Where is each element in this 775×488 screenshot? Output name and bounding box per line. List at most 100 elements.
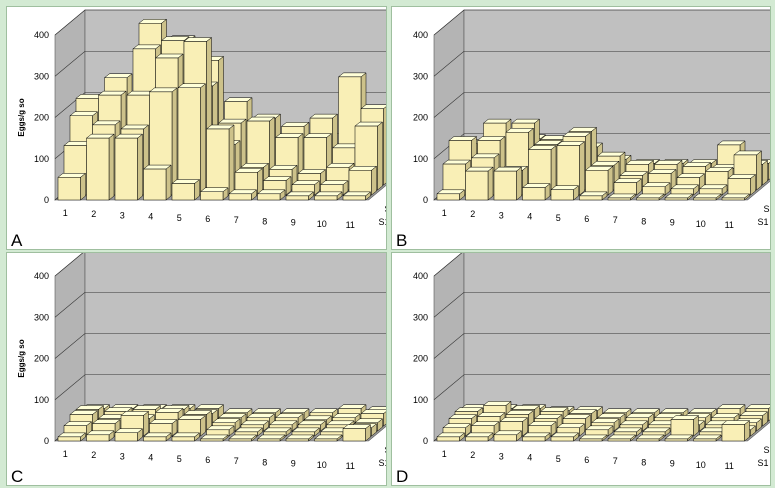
gridline [54, 50, 386, 77]
x-tick-label: 5 [556, 454, 561, 464]
depth-tick-label: S3 [764, 204, 771, 214]
bar-top [527, 145, 557, 150]
bar-top [521, 183, 551, 188]
bar-top [698, 184, 728, 190]
bar-top [142, 432, 172, 438]
x-tick-label: 4 [527, 453, 532, 463]
x-tick-label: 6 [205, 214, 210, 224]
y-tick-label: 400 [413, 271, 428, 281]
bar-top [183, 37, 213, 42]
bar-front [114, 137, 138, 201]
bar-top [234, 168, 264, 173]
bar [285, 191, 315, 201]
bar [171, 178, 201, 201]
y-tick-label: 300 [413, 312, 428, 322]
bar-front [86, 137, 110, 201]
x-tick-label: 11 [346, 461, 355, 471]
bar-top [154, 408, 184, 413]
bar-top [641, 427, 671, 433]
bar-front [436, 436, 460, 442]
bar-top [442, 159, 472, 165]
y-tick-label: 300 [413, 71, 428, 81]
bar-top [550, 432, 580, 438]
depth-tick-label: S3 [764, 445, 771, 455]
bar [578, 434, 608, 442]
bar [607, 193, 637, 201]
bar [613, 178, 643, 196]
bar-front [493, 434, 517, 442]
bar-top [114, 428, 144, 433]
x-tick-label: 2 [91, 209, 96, 219]
bar-top [160, 36, 190, 41]
bar [550, 185, 580, 201]
x-tick-label: 8 [641, 457, 646, 467]
bar-side [228, 124, 235, 196]
gridline [54, 333, 386, 359]
bar-top [75, 405, 105, 410]
bar-top [493, 166, 523, 172]
bar [521, 432, 551, 442]
bar [670, 184, 700, 196]
x-tick-label: 9 [291, 459, 296, 469]
bar-top [303, 415, 333, 421]
bar [521, 183, 551, 201]
x-tick-label: 7 [234, 456, 239, 466]
y-tick-label: 400 [413, 30, 428, 40]
bar-top [590, 418, 620, 423]
bar-top [625, 160, 655, 165]
bar-top [291, 180, 321, 185]
bar [114, 428, 144, 442]
bar [228, 189, 258, 201]
bar-side [108, 133, 115, 201]
depth-tick-label: S1 [379, 458, 387, 468]
depth-tick-label: S5 [770, 191, 771, 201]
bar-front [200, 438, 224, 442]
gridline [54, 253, 84, 277]
bar-top [664, 193, 694, 199]
bar-top [539, 407, 569, 412]
bar-top [348, 166, 378, 171]
bar-top [454, 407, 484, 412]
bar-top [476, 136, 506, 141]
bar-top [297, 169, 327, 174]
x-tick-label: 10 [317, 219, 327, 229]
bar-top [562, 414, 592, 419]
x-tick-label: 9 [291, 218, 296, 228]
bar-top [676, 173, 706, 178]
bar-top [584, 425, 614, 431]
chart-d-scene: 0 100 200 300 400 1 2 3 4 5 6 7 8 9 10 11 S1 S3 S5 [413, 253, 770, 471]
bar-top [285, 191, 315, 197]
bar-side [383, 106, 386, 186]
y-tick-label: 0 [44, 436, 49, 446]
bar-side [487, 166, 494, 201]
bar-front [493, 170, 517, 201]
gridline [433, 333, 770, 359]
x-tick-label: 10 [696, 219, 706, 229]
bar-side [80, 172, 86, 201]
gridline [433, 253, 463, 277]
bar [285, 434, 315, 442]
bar-front [257, 193, 281, 201]
gridline [54, 9, 386, 36]
bar-top [505, 128, 535, 133]
bar-side [607, 165, 614, 196]
bar-top [69, 111, 99, 116]
y-tick-label: 200 [413, 354, 428, 364]
bar-top [252, 408, 282, 413]
bar-front [285, 195, 309, 201]
bar-top [464, 432, 494, 438]
bar-top [505, 410, 535, 415]
chart-b-plot: 0 100 200 300 400 1 2 3 4 5 6 7 8 9 10 11 S1 S3 S5 [413, 9, 771, 230]
bar [635, 434, 665, 442]
x-tick-label: 1 [442, 208, 447, 218]
bar-top [171, 179, 201, 184]
y-tick-label: 100 [34, 395, 49, 405]
bar-front [670, 419, 694, 437]
bar-top [527, 421, 557, 426]
bar [291, 180, 321, 196]
bar-top [682, 162, 712, 167]
x-tick-label: 8 [262, 216, 267, 226]
bar-side [137, 133, 143, 201]
